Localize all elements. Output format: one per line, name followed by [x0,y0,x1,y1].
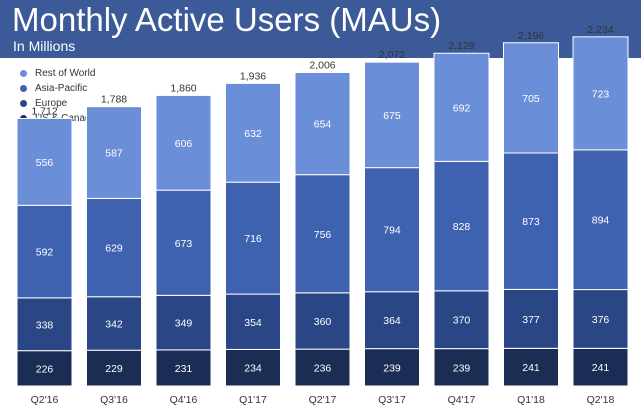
segment-value-label: 239 [453,362,471,374]
legend-swatch-rest-of-world [20,70,27,77]
segment-value-label: 587 [105,148,123,160]
legend-label: Asia-Pacific [35,83,88,94]
segment-value-label: 716 [244,233,262,245]
x-axis-tick-label: Q2'16 [31,394,59,406]
bar-total-label: 2,196 [518,30,544,42]
bar-segment [86,349,142,387]
legend-item-asia-pacific: Asia-Pacific [20,81,96,96]
bar-segment [155,349,212,387]
bar-total-label: 2,072 [379,49,405,61]
segment-value-label: 654 [314,119,332,131]
bar-total-label: 2,234 [587,24,613,36]
bar-segment [155,94,212,191]
bar-segment [225,348,281,387]
x-axis-tick-label: Q3'16 [100,394,128,406]
segment-value-label: 673 [175,238,193,250]
legend-label: Rest of World [35,68,96,79]
bar-segment [16,350,73,387]
bar-segment [364,348,420,387]
segment-value-label: 236 [314,363,332,375]
bar-segment [433,348,490,387]
segment-value-label: 364 [383,315,401,327]
segment-value-label: 894 [592,215,610,227]
bar-segment [86,197,142,298]
legend-swatch-europe [20,100,27,107]
segment-value-label: 377 [522,314,540,326]
bar-segment [433,52,490,162]
segment-value-label: 632 [244,128,262,140]
segment-value-label: 556 [36,157,54,169]
bar-total-label: 1,860 [170,82,196,94]
segment-value-label: 342 [105,318,123,330]
legend-item-rest-of-world: Rest of World [20,66,96,81]
bar-segment [225,293,281,350]
x-axis-tick-label: Q1'17 [239,394,267,406]
segment-value-label: 349 [175,318,193,330]
bar-segment [364,61,420,169]
bar-segment [433,160,490,292]
segment-value-label: 370 [453,315,471,327]
segment-value-label: 756 [314,229,332,241]
bar-segment [294,292,351,350]
segment-value-label: 828 [453,221,471,233]
bar-total-label: 1,936 [240,70,266,82]
bar-total-label: 2,129 [448,40,474,52]
bar-segment [294,71,351,176]
x-axis-tick-label: Q2'18 [587,394,615,406]
segment-value-label: 873 [522,216,540,228]
segment-value-label: 239 [383,362,401,374]
bar-total-label: 1,788 [101,94,127,106]
bar-segment [572,289,629,349]
bar-total-label: 1,712 [31,105,57,117]
segment-value-label: 376 [592,314,610,326]
segment-value-label: 241 [522,362,540,374]
segment-value-label: 360 [314,316,332,328]
segment-value-label: 723 [592,88,610,100]
bar-segment [16,117,73,206]
segment-value-label: 675 [383,110,401,122]
segment-value-label: 234 [244,363,262,375]
segment-value-label: 629 [105,243,123,255]
x-axis-tick-label: Q3'17 [378,394,406,406]
segment-value-label: 229 [105,363,123,375]
segment-value-label: 794 [383,225,401,237]
bar-segment [503,288,559,349]
bar-segment [155,189,212,296]
bar-segment [86,106,142,199]
segment-value-label: 592 [36,247,54,259]
bar-segment [225,82,281,183]
x-axis-tick-label: Q1'18 [517,394,545,406]
legend-swatch-asia-pacific [20,85,27,92]
chart-subtitle: In Millions [13,38,76,54]
bar-segment [225,181,281,295]
bar-segment [364,291,420,350]
chart-header: Monthly Active Users (MAUs) In Millions [0,0,641,58]
bar-segment [86,296,142,351]
chart-title: Monthly Active Users (MAUs) [12,1,442,38]
x-axis-tick-label: Q4'17 [448,394,476,406]
legend-item-europe: Europe [20,96,96,111]
bar-segment [155,294,212,351]
bar-segment [294,174,351,294]
segment-value-label: 606 [175,138,193,150]
x-axis-tick-label: Q4'16 [170,394,198,406]
segment-value-label: 231 [175,363,193,375]
segment-value-label: 705 [522,93,540,105]
segment-value-label: 241 [592,362,610,374]
bar-segment [572,347,629,387]
bar-segment [503,347,559,387]
segment-value-label: 354 [244,317,262,329]
bar-segment [503,152,559,290]
legend-label: Europe [35,98,68,109]
segment-value-label: 226 [36,363,54,375]
bar-segment [16,297,73,352]
bar-total-label: 2,006 [309,59,335,71]
x-axis-tick-label: Q2'17 [309,394,337,406]
bar-segment [572,36,629,151]
bar-segment [503,42,559,154]
segment-value-label: 338 [36,319,54,331]
segment-value-label: 692 [453,102,471,114]
